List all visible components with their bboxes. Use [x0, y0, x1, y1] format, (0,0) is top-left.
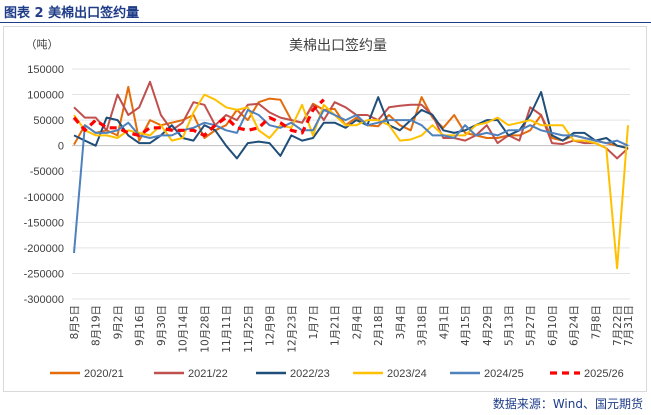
- legend: 2020/21 2021/22 2022/23 2023/24 2024/25 2025/…: [50, 368, 624, 380]
- x-tick-label: 1月7日: [308, 305, 320, 339]
- y-tick-label: 50000: [33, 115, 64, 127]
- series-lines: [72, 80, 629, 270]
- legend-label: 2024/25: [484, 368, 524, 380]
- y-tick-label: -300000: [24, 294, 64, 306]
- y-tick-label: 100000: [27, 90, 64, 102]
- legend-label: 2020/21: [84, 368, 124, 380]
- y-tick-label: -200000: [24, 243, 64, 255]
- x-tick-label: 4月15日: [460, 305, 472, 346]
- x-tick-label: 9月2日: [112, 305, 124, 339]
- x-tick-label: 12月9日: [265, 305, 277, 346]
- x-tick-label: 12月23日: [286, 305, 298, 353]
- x-tick-label: 6月10日: [547, 305, 559, 346]
- x-tick-label: 6月24日: [569, 305, 581, 346]
- x-tick-label: 3月18日: [417, 305, 429, 346]
- x-tick-label: 9月16日: [134, 305, 146, 346]
- y-tick-label: 150000: [27, 64, 64, 76]
- x-tick-label: 11月11日: [221, 305, 233, 353]
- chart-title: 美棉出口签约量: [289, 37, 387, 54]
- y-tick-label: -50000: [30, 166, 64, 178]
- source-note: 数据来源：Wind、国元期货: [492, 397, 643, 411]
- x-tick-label: 8月5日: [69, 305, 81, 339]
- x-tick-label: 5月13日: [504, 305, 516, 346]
- y-axis-unit: （吨）: [26, 38, 59, 51]
- x-tick-label: 3月4日: [395, 305, 407, 339]
- series-line-2024-25: [73, 108, 629, 254]
- legend-label: 2022/23: [290, 368, 330, 380]
- chart-frame: [3, 26, 647, 392]
- x-tick-label: 9月30日: [156, 305, 168, 346]
- gridlines: [72, 68, 630, 300]
- header-divider: [0, 22, 651, 23]
- x-tick-label: 4月29日: [482, 305, 494, 346]
- x-tick-label: 7月8日: [590, 305, 602, 339]
- figure-label: 图表 2 美棉出口签约量: [4, 6, 140, 21]
- y-axis-ticks: 150000 100000 50000 0 -50000 -100000 -150000 -2…: [24, 64, 64, 306]
- x-tick-label: 10月14日: [178, 305, 190, 353]
- legend-label: 2025/26: [584, 368, 624, 380]
- x-tick-label: 11月25日: [243, 305, 255, 353]
- x-tick-label: 4月1日: [438, 305, 450, 339]
- x-tick-label: 8月19日: [91, 305, 103, 346]
- x-axis-ticks: 8月5日 8月19日 9月2日 9月16日 9月30日 10月14日 10月28日 11月11…: [69, 305, 635, 353]
- x-tick-label: 5月27日: [525, 305, 537, 346]
- y-tick-label: -150000: [24, 217, 64, 229]
- y-tick-label: 0: [58, 141, 64, 153]
- x-tick-label: 7月22日: [612, 305, 624, 346]
- legend-label: 2021/22: [188, 368, 228, 380]
- series-line-2023-24: [73, 93, 629, 270]
- y-tick-label: -100000: [24, 192, 64, 204]
- x-tick-label: 10月28日: [199, 305, 211, 353]
- x-tick-label: 2月4日: [351, 305, 363, 339]
- x-tick-label: 7月31日: [623, 305, 635, 346]
- series-line-2021-22: [73, 80, 629, 160]
- y-tick-label: -250000: [24, 268, 64, 280]
- series-line-2025-26: [72, 98, 325, 137]
- legend-label: 2023/24: [387, 368, 427, 380]
- x-tick-label: 2月18日: [373, 305, 385, 346]
- x-tick-label: 1月21日: [330, 305, 342, 346]
